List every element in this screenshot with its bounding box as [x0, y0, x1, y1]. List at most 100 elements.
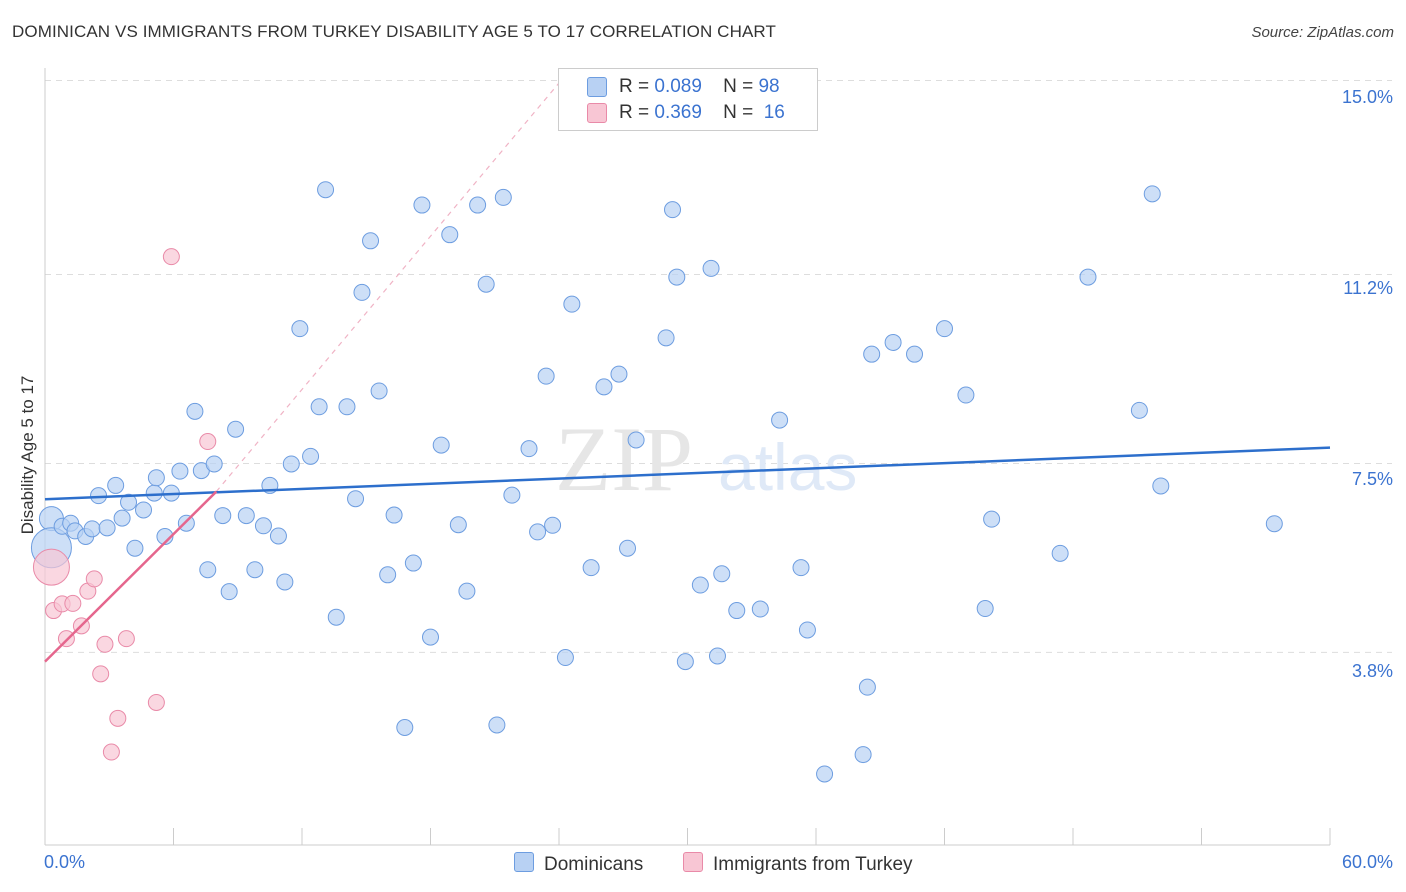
dominicans-point: [338, 398, 356, 416]
dominicans-point: [302, 447, 320, 465]
dominicans-point: [503, 486, 521, 504]
dominicans-point: [83, 520, 101, 538]
dominicans-point: [494, 188, 512, 206]
dominicans-point: [771, 411, 789, 429]
dominicans-point: [291, 320, 309, 338]
dominicans-point: [936, 320, 953, 338]
dominicans-point: [983, 510, 1001, 528]
dominicans-point: [884, 333, 902, 351]
y-tick-15-0: 15.0%: [1341, 87, 1393, 107]
r-value: 0.369: [654, 102, 702, 123]
dominicans-point: [413, 196, 431, 214]
watermark-zip: ZIP: [555, 408, 693, 510]
dominicans-point: [1079, 268, 1097, 286]
turkey-point: [85, 570, 103, 588]
dominicans-point: [254, 517, 272, 535]
axes: [44, 68, 1331, 846]
dominicans-point: [702, 259, 720, 277]
dominicans-point: [668, 268, 686, 286]
dominicans-trend-line: [44, 446, 1331, 501]
dominicans-point: [976, 600, 994, 618]
dominicans-point: [126, 539, 144, 557]
dominicans-point: [488, 716, 506, 734]
dominicans-point: [379, 566, 397, 584]
dominicans-point: [458, 582, 476, 600]
dominicans-point: [477, 275, 495, 293]
legend-item-dominicans: Dominicans: [514, 852, 643, 876]
trend-lines: [44, 446, 1331, 663]
dominicans-point: [214, 507, 232, 525]
dominicans-point: [135, 501, 153, 519]
dominicans-point: [469, 196, 487, 214]
dominicans-point: [798, 621, 816, 639]
dominicans-point: [269, 527, 287, 545]
legend-text: R = 0.089 N = 98: [619, 76, 780, 98]
dominicans-point: [199, 561, 217, 579]
dominicans-point: [708, 647, 726, 665]
dominicans-point: [441, 226, 459, 244]
legend-text: R = 0.369 N = 16: [619, 102, 785, 124]
dominicans-point: [353, 283, 371, 301]
dominicans-point: [120, 493, 138, 511]
dominicans-point: [1130, 401, 1148, 419]
dominicans-point: [156, 528, 174, 546]
legend-swatch-blue: [514, 852, 534, 872]
dominicans-point: [816, 765, 834, 783]
dominicans-point: [385, 506, 403, 524]
dominicans-point: [657, 329, 675, 347]
turkey-point: [147, 693, 165, 711]
turkey-point: [162, 248, 180, 266]
dominicans-point: [619, 539, 637, 557]
dominicans-point: [317, 181, 335, 199]
correlation-legend: R = 0.089 N = 98 R = 0.369 N = 16: [558, 68, 818, 131]
legend-label: Dominicans: [544, 854, 644, 875]
r-label: R =: [619, 76, 650, 97]
dominicans-point: [370, 382, 388, 400]
turkey-point: [32, 548, 70, 586]
dominicans-point: [854, 746, 872, 764]
dominicans-point: [432, 436, 450, 454]
dominicans-point: [237, 507, 255, 525]
n-label: N =: [723, 102, 754, 123]
dominicans-point: [1143, 185, 1161, 203]
source-label: Source: ZipAtlas.com: [1251, 24, 1394, 41]
legend-swatch-pink: [587, 103, 607, 123]
dominicans-point: [205, 455, 223, 473]
dominicans-point: [537, 367, 555, 385]
n-value: 16: [763, 102, 785, 123]
dominicans-point: [186, 402, 204, 420]
n-label: N =: [723, 76, 754, 97]
dominicans-point: [347, 490, 365, 508]
dominicans-point: [520, 440, 538, 458]
dominicans-point: [1265, 515, 1283, 533]
turkey-point: [117, 630, 135, 648]
dominicans-point: [310, 398, 328, 416]
dominicans-point: [282, 455, 300, 473]
trend-lines-back: [215, 69, 571, 492]
legend-label: Immigrants from Turkey: [713, 854, 913, 875]
dominicans-point: [858, 678, 876, 696]
dominicans-point: [556, 649, 574, 667]
dominicans-point: [1152, 477, 1170, 495]
dominicans-point: [691, 576, 709, 594]
y-axis-label: Disability Age 5 to 17: [18, 375, 37, 535]
n-value: 98: [758, 76, 780, 97]
dominicans-point: [171, 462, 189, 480]
dominicans-point: [713, 565, 731, 583]
dominicans-point: [147, 469, 165, 487]
dominicans-point: [396, 719, 414, 737]
dominicans-point: [98, 519, 116, 537]
legend-swatch-pink: [683, 852, 703, 872]
dominicans-point: [664, 201, 682, 219]
dominicans-point: [327, 608, 345, 626]
dominicans-point: [107, 476, 125, 494]
dominicans-point: [246, 561, 264, 579]
dominicans-point: [177, 514, 195, 532]
turkey-point: [92, 665, 110, 683]
dominicans-point: [863, 345, 881, 363]
dominicans-point: [113, 509, 131, 527]
dominicans-point: [728, 602, 746, 620]
dominicans-point: [422, 628, 439, 646]
dominicans-point: [676, 653, 694, 671]
dominicans-point: [276, 573, 294, 591]
